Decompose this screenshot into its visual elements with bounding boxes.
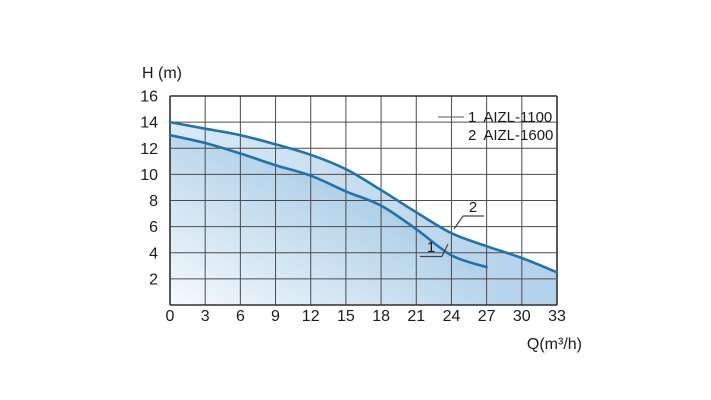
legend-entry-2-name: AIZL-1600: [483, 127, 553, 144]
y-tick-label: 8: [149, 193, 158, 210]
x-tick-label: 0: [166, 308, 175, 325]
x-tick-label: 9: [271, 308, 280, 325]
y-tick-label: 14: [140, 115, 158, 132]
y-tick-labels: 2 4 6 8 10 12 14 16: [140, 89, 158, 289]
x-tick-label: 30: [513, 308, 531, 325]
legend-entry-1-name: AIZL-1100: [483, 109, 552, 126]
curve-1-label: 1: [427, 239, 435, 256]
y-tick-label: 2: [149, 271, 158, 288]
x-tick-labels: 0 3 6 9 12 15 18 21 24 27 30 33: [166, 308, 566, 325]
legend-entry-1-number: 1: [468, 109, 476, 126]
legend-entry-2: 2 AIZL-1600: [468, 127, 553, 144]
curve-series-1: [168, 133, 488, 269]
x-tick-label: 33: [548, 308, 566, 325]
curve-2-label-leader: [453, 215, 464, 230]
x-tick-label: 3: [201, 308, 210, 325]
x-tick-label: 24: [443, 308, 461, 325]
curve-2-label: 2: [469, 199, 477, 216]
y-tick-label: 16: [140, 89, 158, 106]
curve-1-pointer: 1: [420, 239, 449, 258]
legend-entry-1: 1 AIZL-1100: [468, 109, 552, 126]
grid-lines: [169, 95, 558, 306]
y-tick-label: 4: [149, 245, 158, 262]
curve-series-2: [168, 120, 559, 274]
curve-1-label-leader: [441, 243, 449, 257]
y-tick-label: 12: [140, 141, 158, 158]
curve-lines: [168, 120, 559, 274]
x-tick-label: 15: [337, 308, 355, 325]
area-series-1: [170, 135, 487, 305]
x-tick-label: 12: [302, 308, 320, 325]
legend-entry-2-number: 2: [468, 127, 476, 144]
curve-2-pointer: 2: [453, 199, 484, 230]
legend: 1 AIZL-1100 2 AIZL-1600: [438, 109, 553, 144]
y-tick-label: 6: [149, 219, 158, 236]
x-axis-title: Q(m³/h): [527, 336, 582, 353]
x-tick-label: 27: [478, 308, 496, 325]
x-tick-label: 18: [372, 308, 390, 325]
x-tick-label: 6: [236, 308, 245, 325]
y-axis-title: H (m): [142, 65, 182, 82]
x-tick-label: 21: [407, 308, 425, 325]
y-tick-label: 10: [140, 167, 158, 184]
